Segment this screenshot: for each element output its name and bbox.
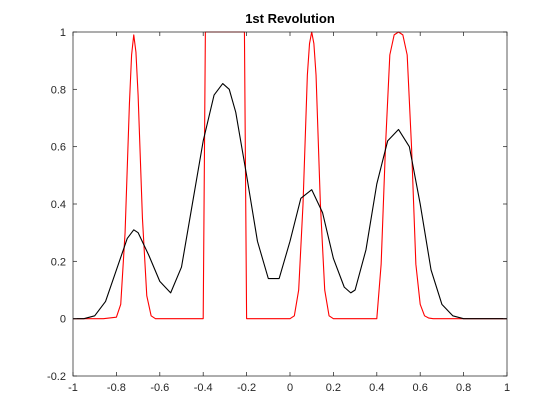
- x-tick-label: -0.6: [150, 382, 169, 394]
- x-tick-label: 0.6: [413, 382, 428, 394]
- x-tick-label: 0: [287, 382, 293, 394]
- series-line-1: [73, 31, 507, 320]
- y-tick-label: 0.6: [51, 142, 66, 154]
- series-layer: [73, 31, 507, 320]
- chart-title: 1st Revolution: [245, 11, 335, 26]
- y-tick-label: 0: [60, 314, 66, 326]
- x-tick-label: -0.8: [107, 382, 126, 394]
- x-tick-label: 0.4: [369, 382, 384, 394]
- x-tick-label: -0.4: [194, 382, 213, 394]
- y-tick-label: 1: [60, 27, 66, 39]
- y-tick-label: 0.2: [51, 256, 66, 268]
- x-tick-label: 0.8: [456, 382, 471, 394]
- y-tick-label: -0.2: [47, 371, 66, 383]
- x-tick-label: 0.2: [326, 382, 341, 394]
- x-tick-label: 1: [504, 382, 510, 394]
- ticks-layer: -1 -0.8 -0.6 -0.4 -0.2 0 0.2 0.4 0.6 0.8 1 -0.2 0 0.2…: [47, 27, 510, 394]
- x-tick-label: -1: [68, 382, 78, 394]
- plot-area: [73, 32, 507, 376]
- x-tick-label: -0.2: [237, 382, 256, 394]
- series-line-2: [73, 83, 507, 320]
- y-tick-label: 0.4: [51, 199, 66, 211]
- y-tick-label: 0.8: [51, 84, 66, 96]
